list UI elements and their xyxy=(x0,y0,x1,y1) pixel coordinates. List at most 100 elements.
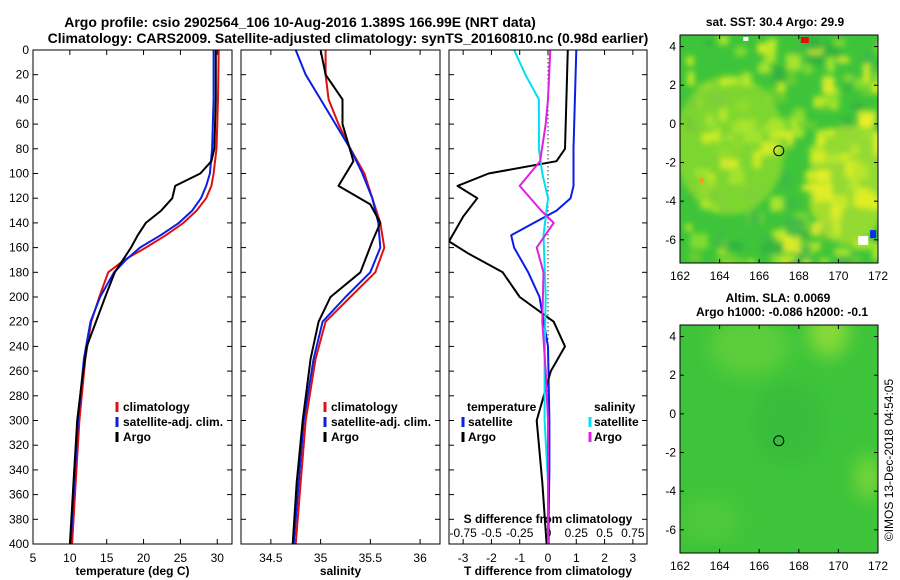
y-tick-label: 20 xyxy=(16,68,30,82)
legend-label: satellite-adj. clim. xyxy=(123,415,223,429)
legend-label: climatology xyxy=(331,400,398,414)
series-line-t-satellite xyxy=(510,50,578,544)
series-line-climatology xyxy=(71,50,220,544)
legend-title-temperature: temperature xyxy=(467,400,537,414)
y-tick-label: 180 xyxy=(9,265,29,279)
series-line-s-satellite xyxy=(513,50,549,544)
y-tick-label: 40 xyxy=(16,92,30,106)
map-x-tick-label: 172 xyxy=(868,559,888,573)
header-line-2: Climatology: CARS2009. Satellite-adjuste… xyxy=(48,30,649,46)
argo-position-marker xyxy=(773,435,785,447)
map-y-tick-label: 0 xyxy=(669,117,676,131)
map-x-tick-label: 168 xyxy=(789,269,809,283)
y-tick-label: 380 xyxy=(9,512,29,526)
legend-label: climatology xyxy=(123,400,190,414)
map-y-tick-label: -6 xyxy=(665,523,676,537)
imos-watermark: ©IMOS 13-Dec-2018 04:54:05 xyxy=(882,379,896,542)
x-tick-label: 35.5 xyxy=(359,551,383,565)
y-tick-label: 300 xyxy=(9,414,29,428)
y-tick-label: 60 xyxy=(16,117,30,131)
legend-label: satellite xyxy=(594,415,639,429)
plot-frame xyxy=(32,49,233,545)
map-x-tick-label: 162 xyxy=(670,269,690,283)
map-y-tick-label: -2 xyxy=(665,156,676,170)
map-y-tick-label: 4 xyxy=(669,40,676,54)
x-axis-label: temperature (deg C) xyxy=(75,564,189,578)
x-tick-label: -3 xyxy=(458,551,469,565)
series-line-satellite-adj-clim- xyxy=(69,50,215,544)
sst-map-title: sat. SST: 30.4 Argo: 29.9 xyxy=(706,15,845,29)
x-tick-label: 0 xyxy=(545,551,552,565)
x-tick-label: 15 xyxy=(100,551,114,565)
argo-position-marker xyxy=(773,145,785,157)
s-tick-label: -0.25 xyxy=(506,526,534,540)
map-y-tick-label: -4 xyxy=(665,484,676,498)
series-line-s-argo xyxy=(518,50,555,544)
map-y-tick-label: -2 xyxy=(665,446,676,460)
x-tick-label: -2 xyxy=(486,551,497,565)
y-tick-label: 0 xyxy=(22,43,29,57)
x-axis-label: T difference from climatology xyxy=(464,564,632,578)
legend-label: satellite-adj. clim. xyxy=(331,415,431,429)
map-x-tick-label: 164 xyxy=(710,559,730,573)
sla-map-title: Altim. SLA: 0.0069 xyxy=(726,291,831,305)
plot-frame xyxy=(448,49,648,545)
y-tick-label: 120 xyxy=(9,191,29,205)
series-line-satellite-adj-clim- xyxy=(292,50,382,544)
temperature-panel: 0 20 40 60 80 100 120 140 160 180 200 220 240 260 280 3… xyxy=(9,43,233,578)
sla-map-subtitle: Argo h1000: -0.086 h2000: -0.1 xyxy=(696,305,868,319)
x-tick-label: 35 xyxy=(314,551,328,565)
legend-label: Argo xyxy=(331,430,359,444)
legend-label: Argo xyxy=(123,430,151,444)
map-frame xyxy=(679,34,879,264)
difference-panel: -3 -2 -1 0 1 2 3T difference from climatology -… xyxy=(448,49,648,578)
map-x-tick-label: 166 xyxy=(749,269,769,283)
legend-title-salinity: salinity xyxy=(594,400,636,414)
y-tick-label: 200 xyxy=(9,290,29,304)
map-x-tick-label: 164 xyxy=(710,269,730,283)
y-tick-label: 100 xyxy=(9,167,29,181)
x-tick-label: -1 xyxy=(514,551,525,565)
s-tick-label: 0.75 xyxy=(621,526,645,540)
x-tick-label: 3 xyxy=(630,551,637,565)
plot-frame xyxy=(240,49,441,545)
map-y-tick-label: 2 xyxy=(669,78,676,92)
sla-map: 4 2 0 -2 -4 -6 162 164 166 168 170 172 xyxy=(665,324,888,573)
y-tick-label: 340 xyxy=(9,463,29,477)
y-tick-label: 260 xyxy=(9,364,29,378)
s-tick-label: 0.5 xyxy=(596,526,613,540)
legend-label: satellite xyxy=(468,415,513,429)
map-x-tick-label: 168 xyxy=(789,559,809,573)
s-tick-label: -0.75 xyxy=(449,526,477,540)
map-y-tick-label: 2 xyxy=(669,368,676,382)
legend-label: Argo xyxy=(468,430,496,444)
map-y-tick-label: 0 xyxy=(669,407,676,421)
map-y-tick-label: -6 xyxy=(665,233,676,247)
map-x-tick-label: 166 xyxy=(749,559,769,573)
map-y-tick-label: -4 xyxy=(665,194,676,208)
y-tick-label: 360 xyxy=(9,488,29,502)
header-line-1: Argo profile: csio 2902564_106 10-Aug-20… xyxy=(64,14,536,30)
map-x-tick-label: 172 xyxy=(868,269,888,283)
sst-map: 4 2 0 -2 -4 -6 162 164 166 168 170 172 xyxy=(665,34,888,283)
series-line-argo xyxy=(291,50,382,544)
map-x-tick-label: 170 xyxy=(828,269,848,283)
x-tick-label: 1 xyxy=(573,551,580,565)
y-tick-label: 140 xyxy=(9,216,29,230)
x-tick-label: 34.5 xyxy=(259,551,283,565)
series-line-climatology xyxy=(294,50,386,544)
y-tick-label: 320 xyxy=(9,438,29,452)
x-axis-label: salinity xyxy=(320,564,362,578)
y-tick-label: 400 xyxy=(9,537,29,551)
x-tick-label: 10 xyxy=(63,551,77,565)
y-tick-label: 240 xyxy=(9,339,29,353)
y-tick-label: 280 xyxy=(9,389,29,403)
map-frame xyxy=(679,324,879,554)
x-tick-label: 2 xyxy=(601,551,608,565)
map-x-tick-label: 162 xyxy=(670,559,690,573)
map-y-tick-label: 4 xyxy=(669,330,676,344)
series-line-argo xyxy=(68,50,217,544)
salinity-panel: 34.5 35 35.5 36 salinity climatologysatellite… xyxy=(240,49,441,578)
x-tick-label: 36 xyxy=(413,551,427,565)
legend-label: Argo xyxy=(594,430,622,444)
